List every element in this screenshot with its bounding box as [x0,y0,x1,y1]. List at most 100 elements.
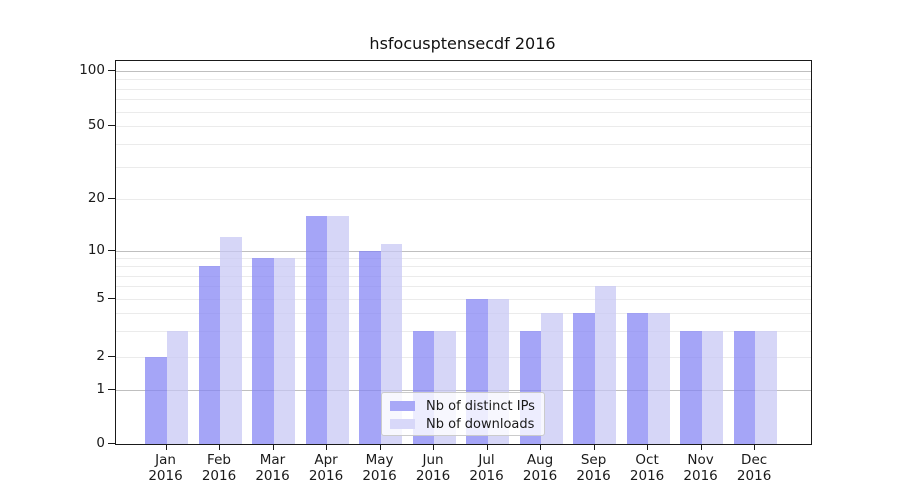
legend-label-distinct-ips: Nb of distinct IPs [426,398,535,414]
y-gridline-minor [116,266,811,268]
bar-distinct-ips [145,357,167,444]
x-tick-year: 2016 [308,468,344,484]
bar-distinct-ips [252,258,274,444]
x-tick-label: Jun 2016 [405,452,461,484]
y-gridline-minor [116,199,811,200]
bar-distinct-ips [305,215,328,444]
x-tick-label: Feb 2016 [191,452,247,484]
x-tick-month: Jan [155,452,176,468]
y-gridline-minor [116,88,811,90]
x-tick-month: Jun [422,452,444,468]
y-gridline-major [116,71,811,72]
x-tick-mark [272,444,274,450]
y-gridline-minor [116,111,811,113]
x-tick-month: Nov [687,452,714,468]
x-tick-label: Aug 2016 [512,452,568,484]
x-tick-label: May 2016 [352,452,408,484]
x-tick-label: Apr 2016 [298,452,354,484]
bar-distinct-ips [573,313,595,444]
x-tick-month: Aug [526,452,554,468]
x-tick-month: Mar [259,452,286,468]
x-tick-month: May [365,452,394,468]
x-tick-year: 2016 [469,468,504,484]
x-tick-year: 2016 [736,468,772,484]
bar-distinct-ips [198,266,220,444]
x-tick-month: Dec [741,452,768,468]
y-gridline-minor [116,331,811,333]
bar-downloads [166,331,188,444]
x-tick-label: Mar 2016 [245,452,301,484]
y-gridline-minor [116,299,811,300]
bar-downloads [648,313,670,444]
y-tick-mark [108,389,115,390]
x-tick-mark [486,444,488,450]
legend: Nb of distinct IPs Nb of downloads [381,392,545,436]
legend-entry-downloads: Nb of downloads [382,415,544,433]
y-tick-label: 10 [87,242,105,258]
y-gridline-minor [116,286,811,288]
y-tick-mark [108,356,115,357]
bar-downloads [541,313,563,444]
x-tick-mark [593,444,595,450]
x-tick-mark [754,444,756,450]
bar-downloads [755,331,777,444]
bar-distinct-ips [733,331,756,444]
y-tick-label: 100 [79,62,105,78]
legend-label-downloads: Nb of downloads [426,416,535,432]
y-gridline-minor [116,143,811,145]
y-gridline-major [116,251,811,252]
y-tick-label: 20 [87,190,105,206]
x-tick-label: Nov 2016 [673,452,729,484]
x-tick-month: Feb [207,452,231,468]
bar-distinct-ips [680,331,702,444]
x-tick-label: Dec 2016 [726,452,782,484]
y-gridline-minor [116,79,811,81]
x-tick-mark [165,444,167,450]
bar-distinct-ips [359,251,381,444]
plot-area [115,60,812,445]
x-tick-mark [540,444,542,450]
bar-downloads [220,237,242,444]
y-gridline-minor [116,166,811,168]
y-gridline-minor [116,357,811,358]
x-tick-mark [379,444,381,450]
bar-distinct-ips [626,313,649,444]
y-tick-label: 50 [87,117,105,133]
x-tick-year: 2016 [148,468,183,484]
y-tick-mark [108,298,115,299]
x-tick-mark [700,444,702,450]
y-tick-mark [108,443,115,444]
x-tick-year: 2016 [576,468,611,484]
x-tick-month: Sep [580,452,607,468]
legend-entry-distinct-ips: Nb of distinct IPs [382,397,544,415]
x-tick-year: 2016 [201,468,237,484]
y-gridline-minor [116,99,811,101]
x-tick-year: 2016 [629,468,665,484]
y-tick-label: 0 [96,435,105,451]
y-tick-mark [108,70,115,71]
x-tick-mark [433,444,435,450]
legend-swatch-distinct-ips [390,401,415,411]
x-tick-mark [647,444,649,450]
x-tick-month: Jul [478,452,495,468]
y-tick-mark [108,125,115,126]
x-tick-label: Sep 2016 [566,452,622,484]
y-gridline-major [116,390,811,391]
x-tick-label: Jul 2016 [459,452,515,484]
y-gridline-minor [116,275,811,277]
x-tick-year: 2016 [255,468,290,484]
y-gridline-minor [116,313,811,315]
x-tick-month: Oct [635,452,659,468]
legend-swatch-downloads [390,419,415,429]
y-gridline-minor [116,126,811,127]
bar-downloads [273,258,296,444]
x-tick-year: 2016 [415,468,451,484]
x-tick-label: Jan 2016 [138,452,194,484]
y-tick-mark [108,198,115,199]
bar-downloads [701,331,724,444]
x-tick-month: Apr [314,452,338,468]
x-tick-mark [326,444,328,450]
x-tick-label: Oct 2016 [619,452,675,484]
x-tick-year: 2016 [362,468,397,484]
